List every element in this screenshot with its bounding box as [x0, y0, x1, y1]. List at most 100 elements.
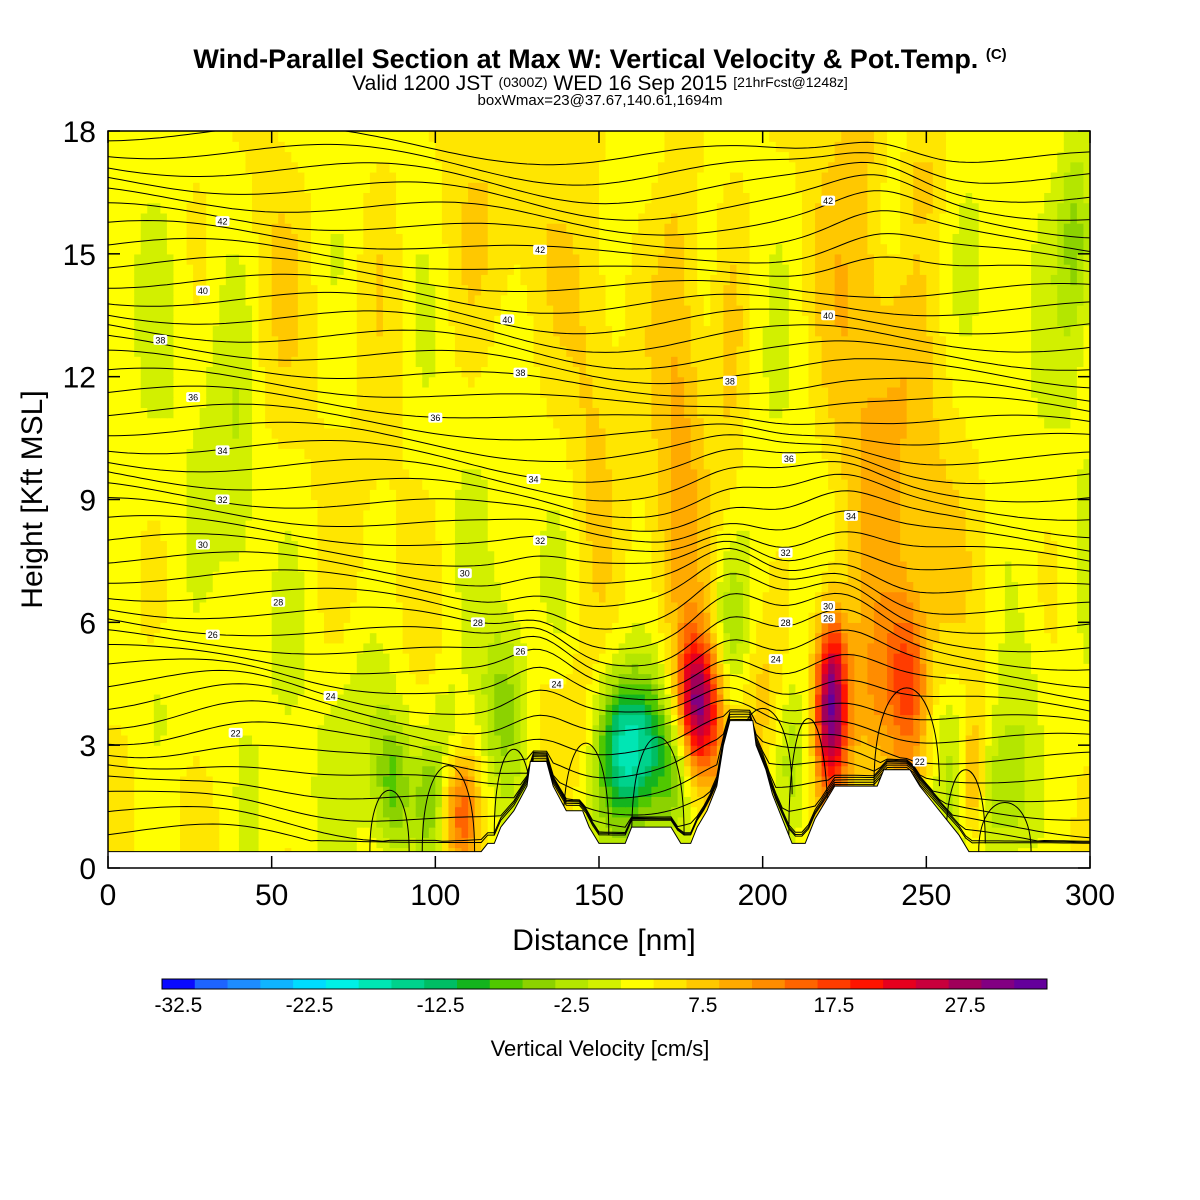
contour-label: 38 — [153, 334, 168, 345]
contour-label: 36 — [781, 453, 796, 464]
contour-label-text: 40 — [823, 311, 833, 321]
y-tick-label: 3 — [79, 730, 96, 763]
contour-label: 28 — [271, 596, 286, 607]
contour-label: 26 — [821, 613, 836, 624]
colorbar-swatch — [227, 979, 261, 989]
colorbar-swatch — [653, 979, 687, 989]
contour-label-text: 24 — [771, 655, 781, 665]
contour-label: 24 — [768, 654, 783, 665]
contour-label: 24 — [323, 691, 338, 702]
contour-label: 34 — [526, 474, 541, 485]
colorbar-swatch — [686, 979, 720, 989]
contour-label-text: 26 — [515, 646, 525, 656]
contour-label-text: 36 — [430, 413, 440, 423]
contour-label-text: 40 — [198, 286, 208, 296]
colorbar-swatch — [883, 979, 917, 989]
colorbar-swatch — [915, 979, 950, 989]
colorbar-swatch — [457, 979, 491, 989]
terrain — [108, 720, 1090, 868]
contour-label-text: 34 — [218, 446, 228, 456]
contour-labels: 42 42 42 40 40 40 38 38 38 36 36 36 34 34 34 32 32 32 30 30… — [153, 195, 927, 767]
contour-label-text: 38 — [155, 335, 165, 345]
contour-label: 32 — [533, 535, 548, 546]
contour-label: 34 — [215, 445, 230, 456]
colorbar-swatch — [817, 979, 851, 989]
x-tick-label: 50 — [255, 879, 288, 912]
forecast-info: [21hrFcst@1248z] — [733, 74, 848, 90]
y-tick-label: 0 — [79, 853, 96, 886]
colorbar-label: 27.5 — [945, 994, 986, 1017]
contour-label: 42 — [533, 244, 548, 255]
chart-title: Wind-Parallel Section at Max W: Vertical… — [193, 44, 1007, 74]
contour-label: 30 — [195, 539, 210, 550]
contour-label: 42 — [821, 195, 836, 206]
colorbar-swatch — [784, 979, 819, 989]
colorbar-swatch — [325, 979, 360, 989]
y-tick-label: 12 — [63, 362, 96, 395]
colorbar-swatch — [424, 979, 458, 989]
contour-label-text: 42 — [823, 196, 833, 206]
colorbar-swatch — [588, 979, 622, 989]
contour-label-text: 30 — [460, 569, 470, 579]
x-axis-label: Distance [nm] — [512, 924, 695, 957]
x-tick-label: 200 — [738, 879, 788, 912]
colorbar-swatch — [260, 979, 294, 989]
x-tick-label: 250 — [901, 879, 951, 912]
contour-label: 30 — [821, 600, 836, 611]
colorbar-swatch — [555, 979, 589, 989]
contour-label-text: 28 — [781, 618, 791, 628]
x-tick-label: 300 — [1065, 879, 1115, 912]
contour-label: 22 — [912, 756, 927, 767]
x-tick-label: 0 — [100, 879, 117, 912]
contour-label: 26 — [205, 629, 220, 640]
contour-label: 38 — [722, 375, 737, 386]
colorbar-swatch — [391, 979, 425, 989]
y-tick-label: 9 — [79, 485, 96, 518]
contour-label: 36 — [428, 412, 443, 423]
contour-label-text: 28 — [273, 597, 283, 607]
contour-label: 28 — [778, 617, 793, 628]
contour-label: 42 — [215, 216, 230, 227]
contour-label: 32 — [778, 547, 793, 558]
contour-label-text: 30 — [823, 601, 833, 611]
contour-label: 32 — [215, 494, 230, 505]
colorbar-frame — [161, 978, 1048, 990]
contour-label: 28 — [470, 617, 485, 628]
contour-label-text: 32 — [781, 548, 791, 558]
colorbar-swatch — [293, 979, 327, 989]
colorbar-swatch — [162, 979, 196, 989]
y-tick-label: 18 — [63, 116, 96, 149]
colorbar-swatch — [620, 979, 655, 989]
contour-label-text: 28 — [473, 618, 483, 628]
contour-label-text: 34 — [529, 475, 539, 485]
contour-label-text: 32 — [218, 495, 228, 505]
y-tick-label: 6 — [79, 607, 96, 640]
colorbar-label: -22.5 — [286, 994, 334, 1017]
contour-label-text: 34 — [846, 511, 856, 521]
utc-time: (0300Z) — [498, 74, 548, 90]
colorbar-swatch — [489, 979, 524, 989]
contour-label: 24 — [549, 678, 564, 689]
contour-label: 40 — [195, 285, 210, 296]
chart-subtitle: Valid 1200 JST (0300Z) WED 16 Sep 2015 [… — [352, 72, 848, 95]
colorbar-swatch — [1014, 979, 1048, 989]
contour-label-text: 36 — [188, 393, 198, 403]
contour-label: 22 — [228, 727, 243, 738]
colorbar-swatch — [752, 979, 786, 989]
contour-label-text: 40 — [502, 315, 512, 325]
contour-label: 34 — [844, 510, 859, 521]
copyright-mark: (C) — [985, 46, 1007, 63]
colorbar-swatch — [850, 979, 884, 989]
contour-label: 30 — [457, 568, 472, 579]
contour-label-text: 26 — [823, 614, 833, 624]
colorbar: -32.5 -22.5 -12.5 -2.5 7.5 17.5 27.5 — [154, 978, 1048, 1017]
contour-label-text: 38 — [725, 376, 735, 386]
contour-label-text: 22 — [231, 728, 241, 738]
contour-label: 26 — [513, 645, 528, 656]
colorbar-label: -32.5 — [154, 994, 202, 1017]
contour-label: 40 — [500, 314, 515, 325]
colorbar-title: Vertical Velocity [cm/s] — [490, 1036, 710, 1061]
box-info: boxWmax=23@37.67,140.61,1694m — [477, 92, 723, 109]
colorbar-swatch — [358, 979, 392, 989]
colorbar-swatch — [948, 979, 982, 989]
